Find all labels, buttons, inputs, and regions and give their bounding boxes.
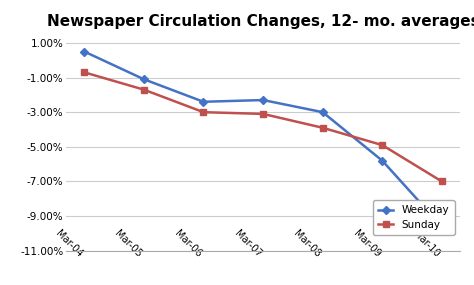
Line: Sunday: Sunday: [81, 69, 445, 185]
Weekday: [320, 111, 326, 114]
Sunday: [201, 111, 206, 114]
Sunday: [380, 143, 385, 147]
Legend: Weekday, Sunday: Weekday, Sunday: [373, 200, 455, 235]
Weekday: [82, 50, 87, 53]
Line: Weekday: Weekday: [81, 48, 445, 230]
Weekday: [439, 225, 445, 228]
Sunday: [320, 126, 326, 129]
Weekday: [380, 159, 385, 162]
Title: Newspaper Circulation Changes, 12- mo. averages: Newspaper Circulation Changes, 12- mo. a…: [47, 14, 474, 29]
Sunday: [141, 88, 146, 91]
Weekday: [141, 78, 146, 81]
Weekday: [260, 98, 266, 102]
Sunday: [260, 112, 266, 116]
Sunday: [82, 71, 87, 74]
Weekday: [201, 100, 206, 103]
Sunday: [439, 180, 445, 183]
